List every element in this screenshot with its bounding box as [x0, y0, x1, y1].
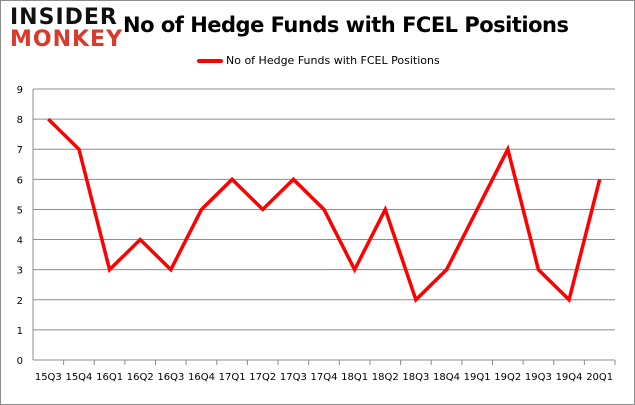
x-tick-label: 18Q4: [433, 372, 460, 383]
x-tick-label: 17Q3: [280, 372, 307, 383]
x-tick-label: 19Q2: [494, 372, 521, 383]
x-tick-label: 16Q3: [157, 372, 184, 383]
x-tick-label: 20Q1: [586, 372, 613, 383]
x-tick-label: 15Q3: [35, 372, 62, 383]
y-tick-label: 9: [17, 85, 23, 96]
legend: No of Hedge Funds with FCEL Positions: [197, 54, 440, 67]
x-tick-label: 18Q1: [341, 372, 368, 383]
x-tick-label: 16Q1: [96, 372, 123, 383]
y-tick-label: 2: [17, 296, 23, 307]
x-tick-label: 19Q3: [525, 372, 552, 383]
y-tick-label: 7: [17, 145, 23, 156]
x-tick-label: 17Q4: [311, 372, 338, 383]
legend-swatch: [197, 58, 223, 63]
logo-line1: INSIDER: [10, 5, 118, 30]
y-tick-label: 8: [17, 115, 23, 126]
y-tick-label: 4: [17, 236, 23, 247]
x-tick-label: 17Q1: [219, 372, 246, 383]
legend-label: No of Hedge Funds with FCEL Positions: [226, 54, 440, 67]
y-tick-label: 5: [17, 205, 23, 216]
x-tick-label: 17Q2: [249, 372, 276, 383]
y-tick-label: 3: [17, 266, 23, 277]
insider-monkey-logo: INSIDER MONKEY: [10, 5, 124, 53]
x-tick-label: 16Q4: [188, 372, 215, 383]
chart-title: No of Hedge Funds with FCEL Positions: [123, 13, 569, 37]
x-tick-label: 16Q2: [127, 372, 154, 383]
x-tick-label: 18Q3: [402, 372, 429, 383]
y-tick-label: 1: [17, 326, 23, 337]
y-tick-label: 0: [17, 356, 23, 367]
y-tick-label: 6: [17, 175, 23, 186]
x-tick-label: 19Q4: [556, 372, 583, 383]
x-tick-label: 19Q1: [464, 372, 491, 383]
x-tick-label: 15Q4: [65, 372, 92, 383]
logo-line2: MONKEY: [10, 27, 124, 52]
x-tick-label: 18Q2: [372, 372, 399, 383]
